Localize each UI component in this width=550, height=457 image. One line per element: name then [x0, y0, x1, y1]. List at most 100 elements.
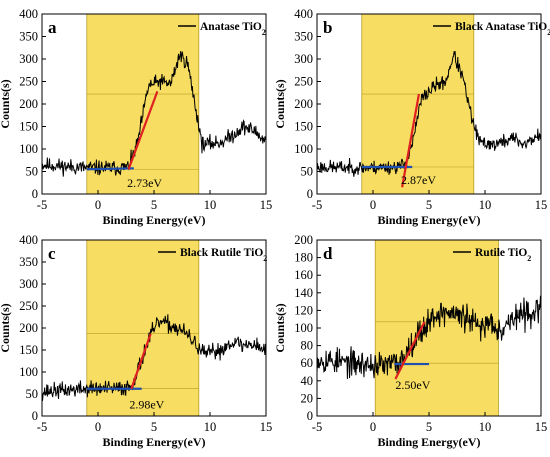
x-tick-label: 5 — [426, 420, 432, 434]
x-tick-label: 0 — [95, 198, 101, 212]
band-gap-label: 2.50eV — [395, 378, 430, 392]
y-tick-label: 0 — [307, 409, 313, 423]
y-axis: 0 50 100 150 200 250 300 350 400 — [19, 233, 46, 423]
y-tick-label: 120 — [294, 303, 313, 317]
y-tick-label: 100 — [19, 142, 38, 156]
y-tick-label: 40 — [301, 374, 314, 388]
x-tick-label: 5 — [151, 198, 157, 212]
y-tick-label: 300 — [19, 277, 38, 291]
x-tick-label: 15 — [535, 420, 548, 434]
x-axis: -5 0 5 10 15 — [312, 412, 547, 434]
legend-subscript: 2 — [547, 28, 550, 37]
y-tick-label: 350 — [294, 30, 313, 44]
y-tick-label: 100 — [294, 142, 313, 156]
legend-label: Anatase TiO2 — [200, 21, 266, 37]
y-tick-label: 50 — [26, 165, 39, 179]
y-tick-label: 200 — [294, 233, 313, 247]
x-tick-label: 15 — [260, 198, 273, 212]
x-axis: -5 0 5 10 15 — [37, 190, 272, 212]
y-tick-label: 50 — [301, 165, 314, 179]
panel-letter: b — [323, 18, 332, 37]
legend: Rutile TiO2 — [453, 247, 531, 263]
y-tick-label: 0 — [32, 409, 38, 423]
x-tick-label: 0 — [370, 198, 376, 212]
x-tick-label: 0 — [95, 420, 101, 434]
y-tick-label: 400 — [19, 7, 38, 21]
y-tick-label: 250 — [19, 75, 38, 89]
x-axis-title: Binding Energy(eV) — [377, 213, 480, 227]
x-tick-label: 10 — [204, 198, 217, 212]
x-tick-label: 10 — [204, 420, 217, 434]
y-axis: 0 20 40 60 80 100 120 140 160 180 200 — [294, 233, 321, 423]
x-tick-label: -5 — [312, 420, 322, 434]
panel-letter: a — [48, 18, 57, 37]
legend: Black Rutile TiO2 — [158, 247, 267, 263]
y-axis-title: Counts(s) — [273, 79, 287, 128]
y-tick-label: 150 — [19, 343, 38, 357]
legend-label-text: Black Anatase TiO — [455, 21, 547, 33]
panel-letter: d — [323, 244, 333, 263]
spectrum-line — [42, 314, 266, 401]
y-tick-label: 250 — [19, 299, 38, 313]
x-tick-label: -5 — [312, 198, 322, 212]
y-tick-label: 200 — [19, 97, 38, 111]
y-tick-label: 400 — [19, 233, 38, 247]
x-tick-label: -5 — [37, 198, 47, 212]
y-axis-title: Counts(s) — [273, 303, 287, 352]
x-axis-title: Binding Energy(eV) — [102, 213, 205, 227]
y-axis: 0 50 100 150 200 250 300 350 400 — [294, 7, 321, 201]
slope-fit-line — [130, 333, 152, 390]
y-tick-label: 140 — [294, 286, 313, 300]
y-tick-label: 300 — [19, 52, 38, 66]
legend-label-text: Black Rutile TiO — [180, 247, 263, 259]
x-tick-label: 15 — [535, 198, 548, 212]
legend-subscript: 2 — [262, 28, 266, 37]
y-axis: 0 50 100 150 200 250 300 350 400 — [19, 7, 46, 201]
y-tick-label: 350 — [19, 30, 38, 44]
y-tick-label: 100 — [294, 321, 313, 335]
y-tick-label: 160 — [294, 268, 313, 282]
x-tick-label: 10 — [479, 420, 492, 434]
legend-label: Black Anatase TiO2 — [455, 21, 550, 37]
y-tick-label: 400 — [294, 7, 313, 21]
y-tick-label: 50 — [26, 387, 39, 401]
shaded-region — [374, 239, 499, 417]
y-tick-label: 20 — [301, 391, 314, 405]
band-gap-label: 2.73eV — [127, 176, 162, 190]
slope-fit-line — [127, 91, 159, 170]
slope-fit-line — [401, 93, 421, 188]
x-axis: -5 0 5 10 15 — [312, 190, 547, 212]
y-tick-label: 150 — [294, 120, 313, 134]
legend-label-text: Anatase TiO — [200, 21, 262, 33]
y-tick-label: 60 — [301, 356, 314, 370]
y-tick-label: 150 — [19, 120, 38, 134]
legend: Black Anatase TiO2 — [433, 21, 550, 37]
spectrum-line — [42, 51, 266, 177]
legend-label-text: Rutile TiO — [475, 247, 527, 259]
x-tick-label: 0 — [370, 420, 376, 434]
baseline-fit-line — [86, 167, 134, 171]
y-axis-title: Counts(s) — [0, 79, 12, 128]
x-axis: -5 0 5 10 15 — [37, 412, 272, 434]
y-tick-label: 0 — [32, 187, 38, 201]
legend: Anatase TiO2 — [178, 21, 266, 37]
spectrum-line — [317, 295, 541, 379]
y-tick-label: 100 — [19, 365, 38, 379]
x-tick-label: 5 — [151, 420, 157, 434]
panel-letter: c — [48, 244, 56, 263]
y-axis-title: Counts(s) — [0, 303, 12, 352]
slope-fit-line — [394, 321, 426, 380]
x-tick-label: -5 — [37, 420, 47, 434]
x-tick-label: 15 — [260, 420, 273, 434]
x-axis-title: Binding Energy(eV) — [377, 435, 480, 449]
band-gap-label: 2.98eV — [129, 397, 164, 411]
y-tick-label: 200 — [19, 321, 38, 335]
shaded-region — [86, 13, 200, 195]
y-tick-label: 80 — [301, 339, 314, 353]
x-tick-label: 5 — [426, 198, 432, 212]
